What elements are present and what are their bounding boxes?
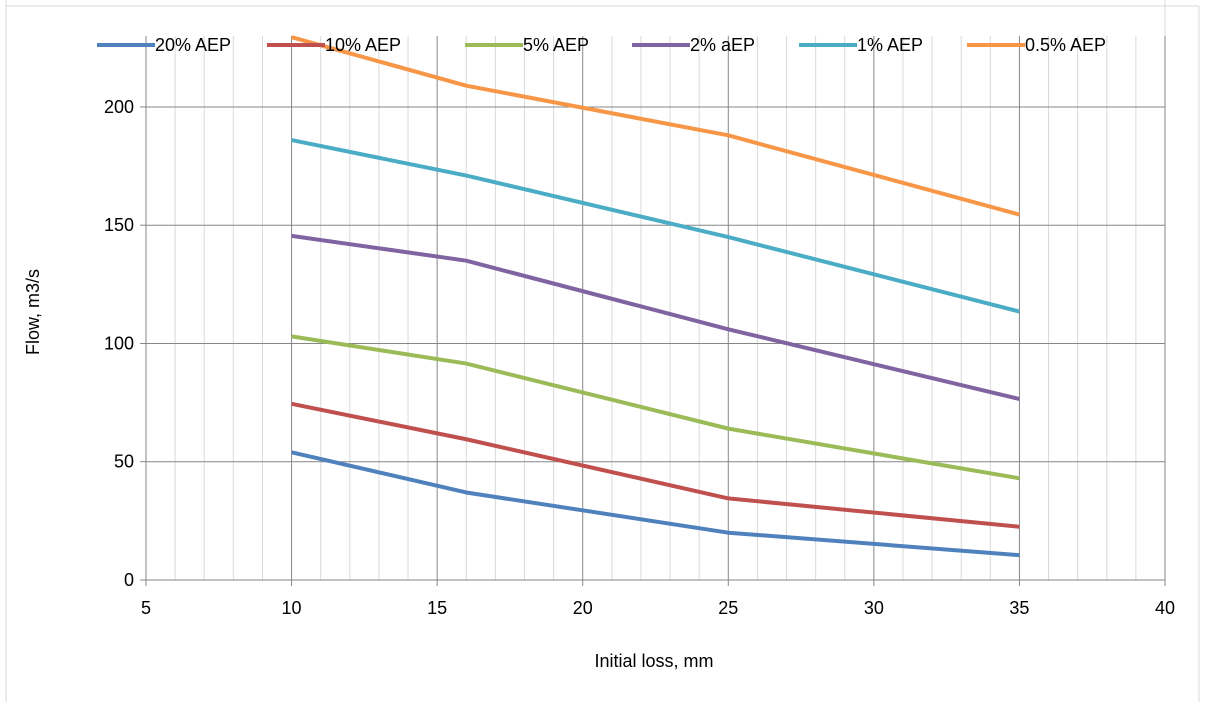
- axes: [140, 36, 1166, 586]
- x-tick-label: 35: [1009, 598, 1029, 618]
- y-tick-label: 50: [114, 452, 134, 472]
- series-line-6: [291, 35, 1020, 217]
- legend-label: 2% aEP: [690, 35, 755, 55]
- legend-label: 10% AEP: [325, 35, 401, 55]
- legend-item: 5% AEP: [465, 35, 589, 55]
- x-tick-label: 5: [141, 598, 151, 618]
- y-tick-labels: 0 50 100 150 200: [104, 97, 134, 590]
- legend-label: 1% AEP: [857, 35, 923, 55]
- series-line-5: [291, 138, 1020, 314]
- y-tick-label: 200: [104, 97, 134, 117]
- x-tick-label: 20: [573, 598, 593, 618]
- legend-label: 5% AEP: [523, 35, 589, 55]
- y-axis-title: Flow, m3/s: [23, 269, 43, 355]
- x-tick-label: 40: [1155, 598, 1175, 618]
- x-axis-title: Initial loss, mm: [594, 651, 713, 671]
- series-lines: [291, 35, 1020, 558]
- series-line-4: [291, 233, 1020, 402]
- legend: 20% AEP 10% AEP 5% AEP 2% aEP 1% AEP 0.5% AEP: [97, 35, 1106, 55]
- major-gridlines: [146, 36, 1166, 580]
- legend-label: 0.5% AEP: [1025, 35, 1106, 55]
- y-tick-label: 100: [104, 333, 134, 353]
- series-line-3: [291, 334, 1020, 481]
- x-tick-label: 30: [864, 598, 884, 618]
- legend-item: 20% AEP: [97, 35, 231, 55]
- legend-item: 1% AEP: [799, 35, 923, 55]
- x-tick-label: 15: [427, 598, 447, 618]
- minor-gridlines: [174, 36, 1137, 580]
- series-line-2: [291, 401, 1020, 529]
- legend-item: 10% AEP: [267, 35, 401, 55]
- legend-item: 0.5% AEP: [967, 35, 1106, 55]
- legend-item: 2% aEP: [632, 35, 755, 55]
- series-line-1: [291, 450, 1020, 558]
- x-tick-label: 10: [282, 598, 302, 618]
- y-tick-label: 0: [124, 570, 134, 590]
- x-tick-labels: 5 10 15 20 25 30 35 40: [141, 598, 1175, 618]
- legend-label: 20% AEP: [155, 35, 231, 55]
- y-tick-label: 150: [104, 215, 134, 235]
- x-tick-label: 25: [718, 598, 738, 618]
